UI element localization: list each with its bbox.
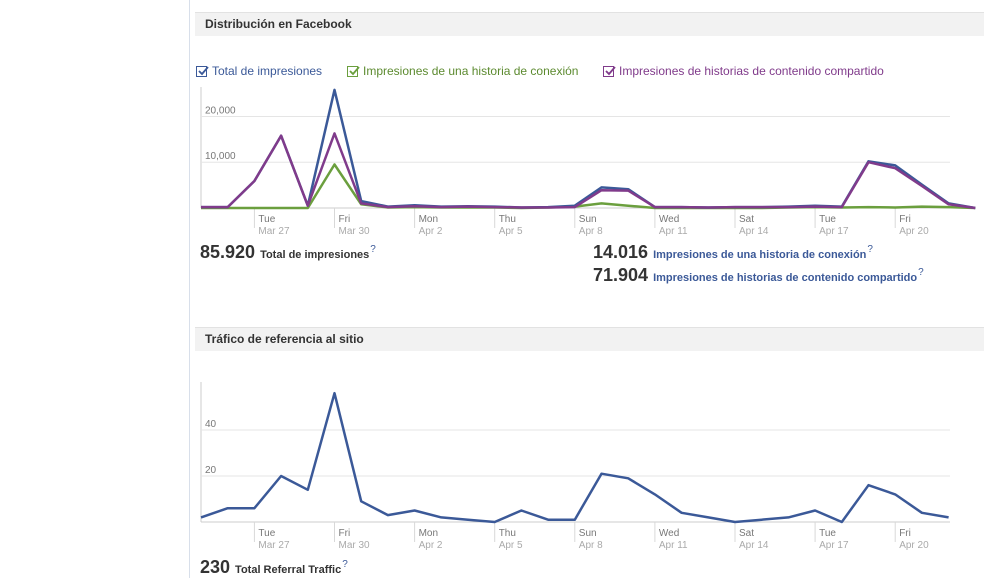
x-tick-day-label: Tue [819, 214, 836, 225]
x-tick-date-label: Apr 2 [419, 540, 443, 551]
legend-item-total[interactable]: Total de impresiones [196, 64, 322, 78]
y-tick-label: 20,000 [205, 105, 236, 116]
x-tick-date-label: Apr 2 [419, 226, 443, 237]
x-tick-day-label: Wed [659, 214, 679, 225]
series-line [201, 163, 976, 210]
stat-total-impresiones: 85.920 Total de impresiones ? [200, 242, 376, 263]
stat-value: 230 [200, 557, 231, 577]
stat-conexion: 14.016 Impresiones de una historia de co… [593, 242, 873, 263]
x-tick-date-label: Mar 30 [339, 540, 371, 551]
x-tick-day-label: Sun [579, 214, 597, 225]
stat-value: 71.904 [593, 265, 649, 285]
x-tick-date-label: Mar 27 [258, 540, 290, 551]
x-tick-date-label: Apr 20 [899, 540, 929, 551]
x-tick-day-label: Tue [819, 528, 836, 539]
legend-label: Impresiones de historias de contenido co… [619, 64, 884, 78]
x-tick-day-label: Thu [499, 214, 516, 225]
x-tick-date-label: Apr 17 [819, 226, 849, 237]
x-tick-day-label: Mon [419, 528, 438, 539]
legend-item-conexion[interactable]: Impresiones de una historia de conexión [347, 64, 578, 78]
content-left-border [189, 0, 190, 578]
y-tick-label: 40 [205, 419, 217, 430]
y-tick-label: 10,000 [205, 151, 236, 162]
x-tick-date-label: Apr 5 [499, 226, 523, 237]
x-tick-date-label: Apr 11 [659, 540, 688, 551]
legend-label: Impresiones de una historia de conexión [363, 64, 579, 78]
stat-value: 14.016 [593, 242, 649, 262]
x-tick-day-label: Fri [339, 214, 351, 225]
stat-label: Impresiones de historias de contenido co… [653, 272, 918, 284]
section-title: Distribución en Facebook [205, 17, 352, 31]
legend-label: Total de impresiones [212, 64, 323, 78]
section-header-distribucion: Distribución en Facebook [195, 12, 984, 36]
x-tick-date-label: Apr 8 [579, 226, 603, 237]
x-tick-date-label: Apr 17 [819, 540, 849, 551]
x-tick-day-label: Wed [659, 528, 679, 539]
help-icon[interactable]: ? [867, 244, 873, 255]
stat-value: 85.920 [200, 242, 256, 262]
section-title: Tráfico de referencia al sitio [205, 332, 364, 346]
x-tick-day-label: Fri [899, 528, 911, 539]
checkbox-checked-icon[interactable] [196, 65, 209, 77]
series-line [200, 391, 949, 524]
x-tick-day-label: Sat [739, 528, 754, 539]
x-tick-day-label: Tue [258, 214, 275, 225]
section-header-trafico: Tráfico de referencia al sitio [195, 327, 984, 351]
checkbox-checked-icon[interactable] [603, 65, 616, 77]
stat-total-referral: 230 Total Referral Traffic ? [200, 557, 348, 578]
x-tick-day-label: Sun [579, 528, 597, 539]
x-tick-date-label: Mar 30 [339, 226, 371, 237]
x-tick-day-label: Fri [339, 528, 351, 539]
y-tick-label: 20 [205, 465, 217, 476]
checkbox-checked-icon[interactable] [347, 65, 360, 77]
help-icon[interactable]: ? [342, 559, 348, 570]
x-tick-day-label: Sat [739, 214, 754, 225]
series-line [201, 88, 976, 210]
stat-label: Total de impresiones [260, 249, 370, 261]
legend-item-compartido[interactable]: Impresiones de historias de contenido co… [603, 64, 884, 78]
x-tick-date-label: Apr 14 [739, 540, 769, 551]
help-icon[interactable]: ? [918, 267, 924, 278]
stat-label: Impresiones de una historia de conexión [653, 249, 867, 261]
x-tick-date-label: Apr 11 [659, 226, 688, 237]
series-line [201, 132, 976, 210]
help-icon[interactable]: ? [370, 244, 376, 255]
x-tick-date-label: Apr 8 [579, 540, 603, 551]
x-tick-day-label: Thu [499, 528, 516, 539]
stat-compartido: 71.904 Impresiones de historias de conte… [593, 265, 924, 286]
x-tick-date-label: Apr 5 [499, 540, 523, 551]
x-tick-day-label: Mon [419, 214, 438, 225]
x-tick-day-label: Tue [258, 528, 275, 539]
stat-label: Total Referral Traffic [235, 564, 342, 576]
x-tick-date-label: Apr 20 [899, 226, 929, 237]
x-tick-date-label: Mar 27 [258, 226, 290, 237]
x-tick-day-label: Fri [899, 214, 911, 225]
x-tick-date-label: Apr 14 [739, 226, 769, 237]
